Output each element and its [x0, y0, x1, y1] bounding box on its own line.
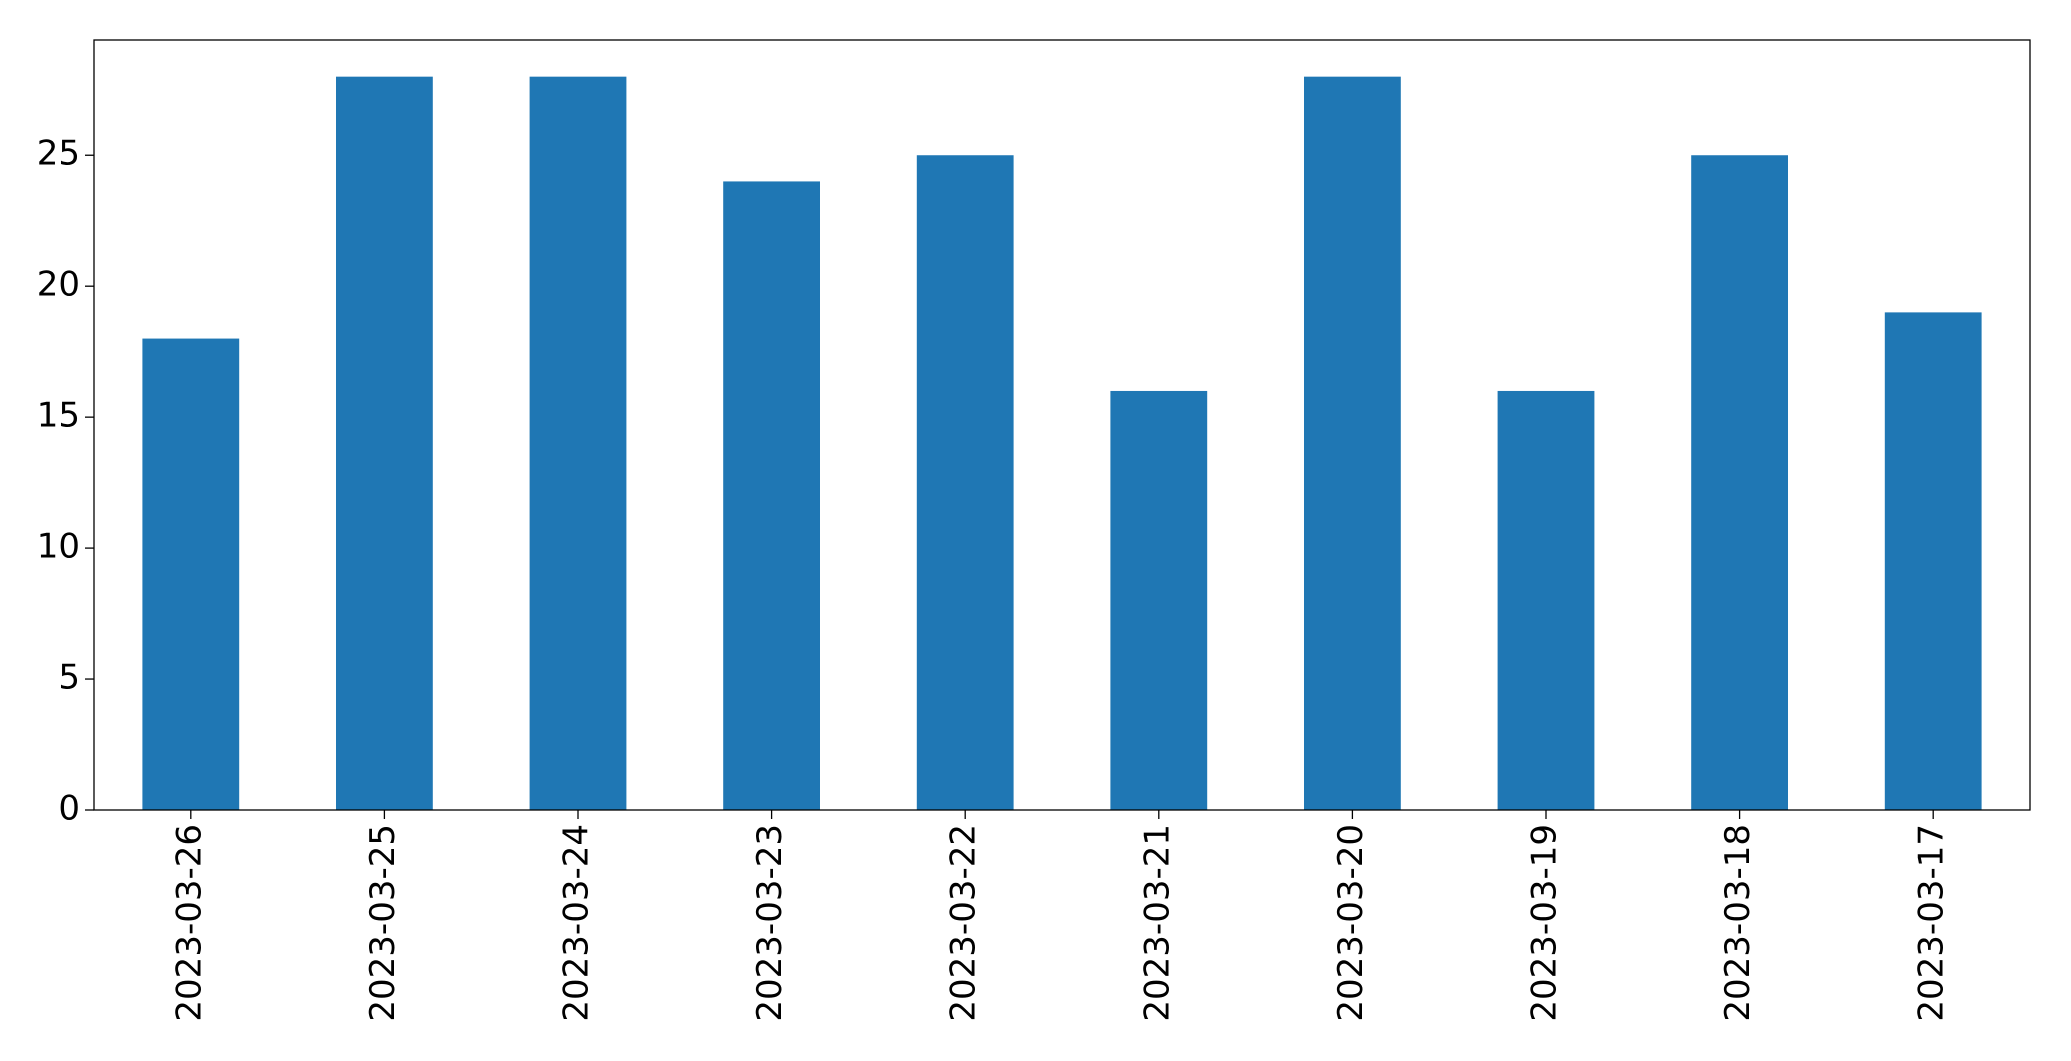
- x-tick-label: 2023-03-26: [169, 824, 209, 1022]
- x-tick-label: 2023-03-20: [1331, 824, 1371, 1022]
- y-tick-label: 25: [37, 134, 80, 174]
- bar: [916, 155, 1014, 810]
- x-tick-label: 2023-03-17: [1912, 824, 1952, 1022]
- y-tick-label: 10: [37, 527, 80, 567]
- x-tick-label: 2023-03-25: [363, 824, 403, 1022]
- x-tick-label: 2023-03-21: [1137, 824, 1177, 1022]
- axes-frame: [93, 39, 2031, 811]
- bar: [529, 76, 627, 810]
- x-tick-label: 2023-03-18: [1718, 824, 1758, 1022]
- bar: [1110, 390, 1208, 810]
- y-tick-label: 5: [58, 658, 80, 698]
- bar: [1497, 390, 1595, 810]
- x-tick-label: 2023-03-23: [750, 824, 790, 1022]
- y-tick-label: 0: [58, 789, 80, 829]
- bar: [142, 338, 240, 810]
- bar: [1884, 312, 1982, 810]
- bar: [1304, 76, 1401, 810]
- x-tick-label: 2023-03-24: [557, 824, 597, 1022]
- y-tick-label: 15: [37, 396, 80, 436]
- x-tick-label: 2023-03-19: [1525, 824, 1565, 1022]
- x-tick-label: 2023-03-22: [944, 824, 984, 1022]
- y-tick-label: 20: [37, 265, 80, 305]
- bar: [336, 76, 433, 810]
- bar: [1691, 155, 1788, 810]
- bar: [723, 181, 820, 810]
